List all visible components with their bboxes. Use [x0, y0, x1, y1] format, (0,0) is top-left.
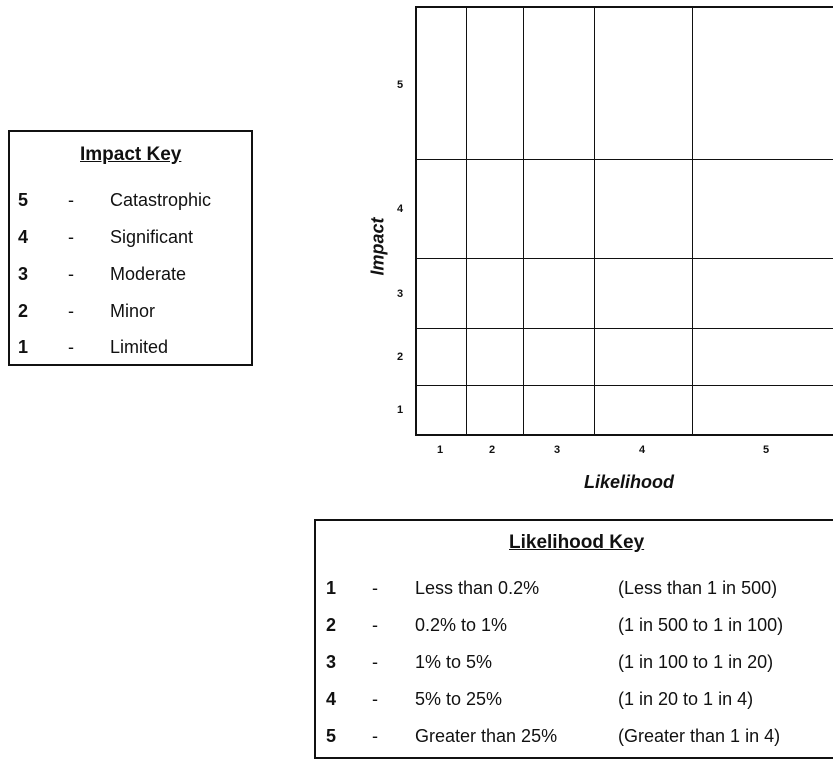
impact-level-description: Minor	[110, 301, 156, 321]
likelihood-level-number: 4	[326, 689, 337, 709]
grid-column-divider	[594, 8, 595, 434]
impact-level-number: 2	[18, 301, 29, 321]
likelihood-key-title: Likelihood Key	[509, 532, 645, 553]
impact-row-dash: -	[68, 227, 74, 247]
grid-column-divider	[523, 8, 524, 434]
x-tick-label: 2	[489, 444, 496, 456]
x-axis-label: Likelihood	[584, 472, 674, 492]
likelihood-row-dash: -	[372, 615, 378, 635]
grid-column-divider	[692, 8, 693, 434]
impact-level-number: 4	[18, 227, 29, 247]
likelihood-odds: (1 in 500 to 1 in 100)	[618, 615, 784, 635]
likelihood-row-dash: -	[372, 689, 378, 709]
impact-level-description: Limited	[110, 337, 169, 357]
grid-row-divider	[417, 159, 833, 160]
impact-key-box: Impact Key 5 - Catastrophic 4 - Signific…	[8, 130, 253, 366]
y-tick-label: 4	[397, 203, 404, 215]
risk-matrix-grid	[415, 6, 833, 436]
y-tick-label: 2	[397, 351, 404, 363]
likelihood-level-number: 3	[326, 652, 337, 672]
grid-row-divider	[417, 385, 833, 386]
x-tick-label: 3	[554, 444, 561, 456]
impact-row-dash: -	[68, 190, 74, 210]
impact-level-description: Significant	[110, 227, 194, 247]
likelihood-probability: 5% to 25%	[415, 689, 503, 709]
likelihood-odds: (Greater than 1 in 4)	[618, 726, 781, 746]
impact-level-description: Moderate	[110, 264, 187, 284]
likelihood-key-box: Likelihood Key 1 - Less than 0.2% (Less …	[314, 519, 833, 759]
impact-row-dash: -	[68, 337, 74, 357]
impact-level-number: 3	[18, 264, 29, 284]
y-tick-label: 1	[397, 404, 404, 416]
y-tick-label: 3	[397, 288, 404, 300]
grid-row-divider	[417, 328, 833, 329]
y-tick-label: 5	[397, 79, 404, 91]
likelihood-probability: 0.2% to 1%	[415, 615, 508, 635]
likelihood-row-dash: -	[372, 578, 378, 598]
impact-level-description: Catastrophic	[110, 190, 212, 210]
likelihood-odds: (1 in 100 to 1 in 20)	[618, 652, 774, 672]
likelihood-row-dash: -	[372, 726, 378, 746]
x-tick-label: 5	[763, 444, 770, 456]
likelihood-probability: Less than 0.2%	[415, 578, 540, 598]
likelihood-level-number: 1	[326, 578, 337, 598]
impact-row-dash: -	[68, 264, 74, 284]
x-tick-label: 4	[639, 444, 646, 456]
x-tick-label: 1	[437, 444, 444, 456]
likelihood-odds: (Less than 1 in 500)	[618, 578, 778, 598]
likelihood-level-number: 5	[326, 726, 337, 746]
likelihood-level-number: 2	[326, 615, 337, 635]
impact-level-number: 5	[18, 190, 29, 210]
likelihood-probability: 1% to 5%	[415, 652, 493, 672]
grid-column-divider	[466, 8, 467, 434]
impact-key-title: Impact Key	[80, 144, 182, 165]
likelihood-row-dash: -	[372, 652, 378, 672]
grid-row-divider	[417, 258, 833, 259]
impact-level-number: 1	[18, 337, 29, 357]
likelihood-odds: (1 in 20 to 1 in 4)	[618, 689, 754, 709]
impact-row-dash: -	[68, 301, 74, 321]
likelihood-probability: Greater than 25%	[415, 726, 558, 746]
y-axis-label: Impact	[367, 217, 388, 276]
